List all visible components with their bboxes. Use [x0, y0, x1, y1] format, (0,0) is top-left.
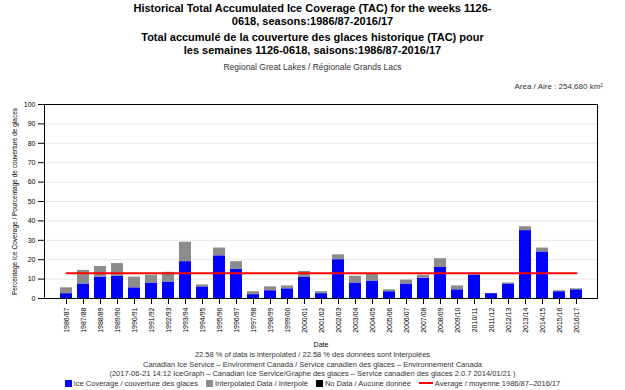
svg-text:10: 10	[28, 275, 36, 282]
svg-text:2013/14: 2013/14	[522, 307, 529, 332]
svg-text:1996/97: 1996/97	[233, 307, 240, 332]
svg-text:2015/16: 2015/16	[556, 307, 563, 332]
svg-text:1997/98: 1997/98	[250, 307, 257, 332]
svg-text:1990/91: 1990/91	[131, 307, 138, 332]
svg-text:2006/07: 2006/07	[403, 307, 410, 332]
svg-text:1986/87: 1986/87	[63, 307, 70, 332]
html-text:Area / Aire : 254,680 km²: Area / Aire : 254,680 km²	[514, 82, 603, 91]
svg-text:1995/96: 1995/96	[216, 307, 223, 332]
svg-text:2002/03: 2002/03	[335, 307, 342, 332]
svg-text:2005/06: 2005/06	[386, 307, 393, 332]
html-text:Regional Great Lakes / Régiona: Regional Great Lakes / Régionale Grands …	[223, 62, 402, 72]
svg-text:2004/05: 2004/05	[369, 307, 376, 332]
svg-text:2009/10: 2009/10	[454, 307, 461, 332]
svg-text:2007/08: 2007/08	[420, 307, 427, 332]
svg-text:100: 100	[24, 101, 36, 108]
svg-text:Percentage Ice Coverage / Pour: Percentage Ice Coverage / Pourcentage de…	[11, 107, 19, 295]
html-text:(2017-06-21 14:12 IceGraph – C: (2017-06-21 14:12 IceGraph – Canadian Ic…	[109, 369, 516, 378]
svg-text:1988/89: 1988/89	[97, 307, 104, 332]
svg-text:60: 60	[28, 178, 36, 185]
svg-text:80: 80	[28, 140, 36, 147]
svg-text:1992/93: 1992/93	[165, 307, 172, 332]
svg-text:30: 30	[28, 237, 36, 244]
svg-text:1999/00: 1999/00	[284, 307, 291, 332]
svg-text:2000/01: 2000/01	[301, 307, 308, 332]
html-text:No Data / Aucune donnée: No Data / Aucune donnée	[325, 378, 411, 388]
svg-text:2011/12: 2011/12	[488, 307, 495, 332]
svg-text:0: 0	[32, 295, 36, 302]
svg-text:Date: Date	[314, 341, 329, 348]
svg-text:2010/11: 2010/11	[471, 307, 478, 332]
svg-text:1998/99: 1998/99	[267, 307, 274, 332]
svg-text:1989/90: 1989/90	[114, 307, 121, 332]
svg-text:50: 50	[28, 198, 36, 205]
html-text:Canadian Ice Service – Environ: Canadian Ice Service – Environment Canad…	[143, 359, 482, 369]
svg-text:20: 20	[28, 256, 36, 263]
svg-text:1991/92: 1991/92	[148, 307, 155, 332]
svg-text:1994/95: 1994/95	[199, 307, 206, 332]
svg-text:1987/88: 1987/88	[80, 307, 87, 332]
html-text:Average / moyenne 1986/87–2016: Average / moyenne 1986/87–2016/17	[434, 378, 561, 388]
svg-text:2001/02: 2001/02	[318, 307, 325, 332]
svg-text:1993/94: 1993/94	[182, 307, 189, 332]
html-text:Ice Coverage / couverture des: Ice Coverage / couverture des glaces	[73, 378, 198, 388]
html-text:Historical Total Accumulated I: Historical Total Accumulated Ice Coverag…	[133, 2, 492, 27]
html-text:Interpolated Data / Interpolé: Interpolated Data / Interpolé	[215, 378, 308, 388]
svg-text:2016/17: 2016/17	[573, 307, 580, 332]
svg-text:2012/13: 2012/13	[505, 307, 512, 332]
html-text:22.58 % of data is interpolate: 22.58 % of data is interpolated / 22.58 …	[194, 350, 431, 359]
html-text:Total accumulé de la couvertur: Total accumulé de la couverture des glac…	[141, 31, 484, 56]
svg-text:70: 70	[28, 159, 36, 166]
svg-text:2014/15: 2014/15	[539, 307, 546, 332]
svg-text:2003/04: 2003/04	[352, 307, 359, 332]
svg-text:2008/09: 2008/09	[437, 307, 444, 332]
svg-text:90: 90	[28, 120, 36, 127]
svg-text:40: 40	[28, 217, 36, 224]
